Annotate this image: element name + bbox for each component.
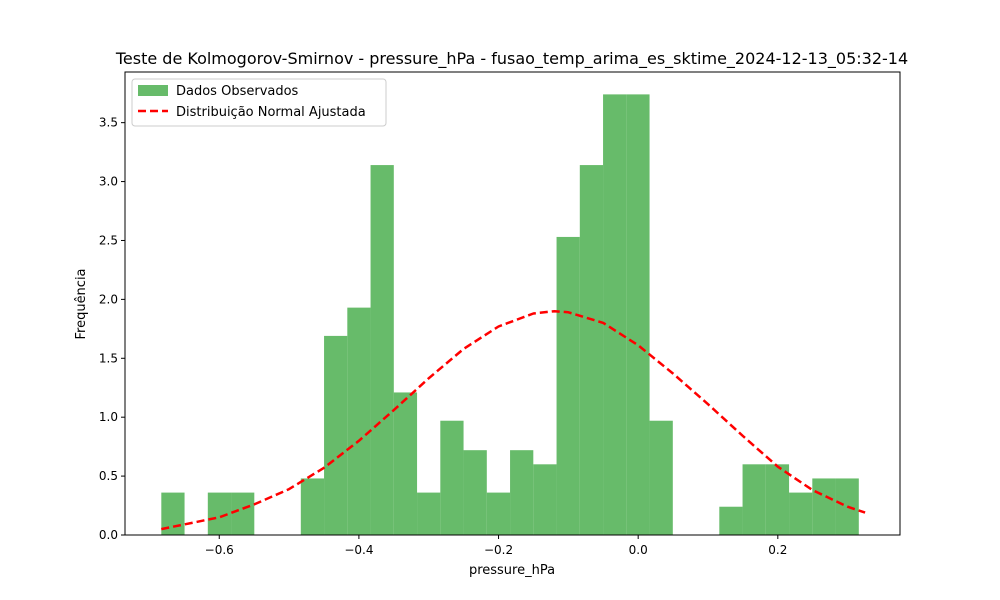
legend-box — [131, 78, 387, 127]
histogram-bar — [510, 450, 534, 535]
histogram-bar — [347, 307, 371, 535]
histogram-bar — [417, 492, 441, 535]
y-tick-label: 3.0 — [99, 175, 118, 189]
histogram-bar — [742, 464, 766, 535]
histogram-bar — [789, 492, 813, 535]
chart-title: Teste de Kolmogorov-Smirnov - pressure_h… — [115, 49, 908, 69]
x-tick-label: −0.6 — [205, 543, 234, 557]
histogram-bars — [161, 94, 859, 536]
histogram-bar — [626, 94, 650, 536]
histogram-bar — [463, 450, 487, 535]
legend-label-line: Distribuição Normal Ajustada — [176, 105, 366, 120]
histogram-bar — [533, 464, 557, 535]
y-tick-label: 1.0 — [99, 410, 118, 424]
histogram-bar — [370, 165, 394, 536]
histogram-bar — [812, 478, 836, 535]
y-tick-label: 1.5 — [99, 351, 118, 365]
histogram-bar — [603, 94, 627, 536]
x-tick-label: 0.0 — [629, 543, 648, 557]
legend-swatch-bars — [138, 85, 168, 96]
x-axis: −0.6 −0.4 −0.2 0.0 0.2 — [205, 535, 787, 557]
y-tick-label: 3.5 — [99, 116, 118, 130]
x-tick-label: −0.2 — [484, 543, 513, 557]
y-axis: 0.0 0.5 1.0 1.5 2.0 2.5 3.0 3.5 — [99, 116, 125, 542]
histogram-bar — [324, 335, 348, 535]
y-axis-label: Frequência — [74, 268, 89, 339]
y-tick-label: 2.5 — [99, 233, 118, 247]
x-tick-label: 0.2 — [768, 543, 787, 557]
x-axis-label: pressure_hPa — [469, 563, 555, 578]
histogram-bar — [300, 478, 325, 535]
y-tick-label: 0.5 — [99, 469, 118, 483]
normal-fit-line — [161, 309, 866, 531]
y-tick-label: 2.0 — [99, 292, 118, 306]
histogram-bar — [440, 420, 464, 535]
histogram-bar — [393, 392, 418, 535]
x-tick-label: −0.4 — [344, 543, 373, 557]
plot-frame — [124, 71, 901, 536]
histogram-bar — [579, 165, 604, 536]
fit-curve-group — [161, 309, 866, 531]
legend-label-bars: Dados Observados — [176, 84, 299, 99]
histogram-bar — [649, 420, 673, 535]
histogram-bar — [231, 492, 255, 535]
y-tick-label: 0.0 — [99, 528, 118, 542]
histogram-bar — [486, 492, 511, 535]
legend: Dados Observados Distribuição Normal Ajus… — [131, 78, 387, 127]
histogram-bar — [207, 492, 232, 535]
histogram-bar — [719, 506, 743, 535]
histogram-bar — [556, 236, 580, 535]
histogram-bar — [765, 464, 790, 535]
